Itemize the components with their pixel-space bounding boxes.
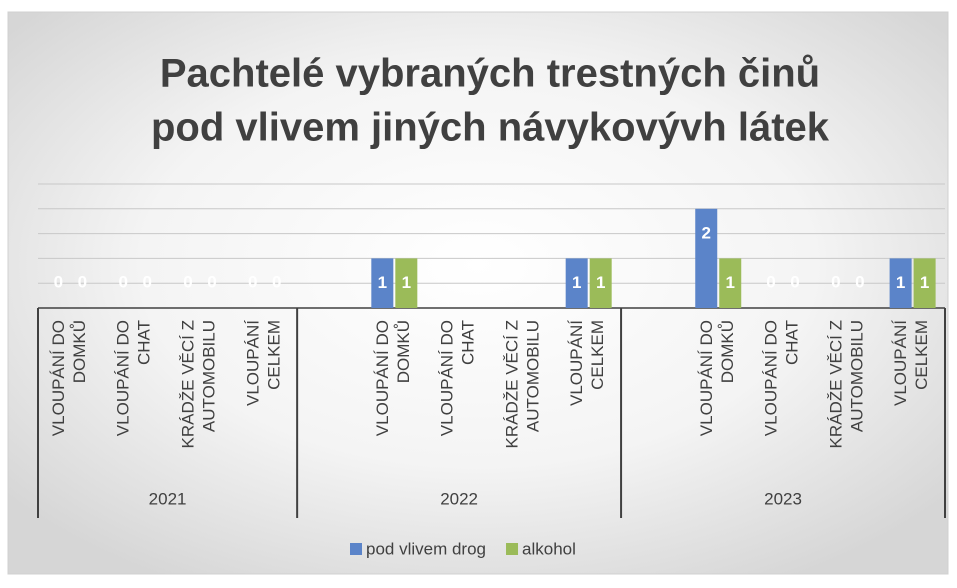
data-label: 1 — [378, 273, 387, 292]
legend-swatch — [350, 543, 362, 555]
group-label: 2022 — [440, 489, 478, 508]
x-tick-label: VLOUPÁNÍ DO CHAT — [438, 320, 478, 436]
data-label: 0 — [855, 272, 864, 291]
bar — [395, 258, 418, 308]
x-tick-label: VLOUPÁNÍ DO CHAT — [762, 320, 802, 436]
x-tick-label: VLOUPÁNÍ CELKEM — [244, 320, 284, 406]
data-label: 0 — [142, 272, 151, 291]
data-label: 1 — [726, 273, 735, 292]
bar — [589, 258, 612, 308]
bar — [565, 258, 588, 308]
x-tick-label: VLOUPÁNÍ DO CHAT — [114, 320, 154, 436]
chart-title: Pachtelé vybraných trestných činů — [160, 52, 820, 96]
data-label: 0 — [831, 272, 840, 291]
bar — [695, 208, 718, 308]
data-label: 1 — [402, 273, 411, 292]
data-label: 0 — [183, 272, 192, 291]
data-label: 2 — [702, 223, 711, 242]
data-label: 0 — [790, 272, 799, 291]
legend-label: alkohol — [522, 539, 576, 558]
legend-label: pod vlivem drog — [366, 539, 486, 558]
bar — [719, 258, 742, 308]
data-label: 0 — [207, 272, 216, 291]
bar — [371, 258, 394, 308]
data-label: 0 — [272, 272, 281, 291]
chart-background — [7, 11, 949, 575]
group-label: 2023 — [764, 489, 802, 508]
data-label: 1 — [896, 273, 905, 292]
data-label: 0 — [248, 272, 257, 291]
x-tick-label: KRÁDŽE VĚCÍ Z AUTOMOBILU — [503, 320, 543, 448]
data-label: 0 — [54, 272, 63, 291]
bar — [889, 258, 912, 308]
data-label: 0 — [118, 272, 127, 291]
chart-title: pod vlivem jiných návykovývh látek — [151, 106, 830, 150]
bar — [913, 258, 936, 308]
x-tick-label: VLOUPÁNÍ DO DOMKŮ — [697, 320, 737, 436]
x-tick-label: KRÁDŽE VĚCÍ Z AUTOMOBILU — [827, 320, 867, 448]
data-label: 1 — [596, 273, 605, 292]
data-label: 1 — [920, 273, 929, 292]
data-label: 1 — [572, 273, 581, 292]
group-label: 2021 — [149, 489, 187, 508]
legend-swatch — [506, 543, 519, 555]
data-label: 0 — [78, 272, 87, 291]
x-tick-label: VLOUPÁNÍ CELKEM — [892, 320, 932, 406]
x-tick-label: VLOUPÁNÍ DO DOMKŮ — [373, 320, 413, 436]
x-tick-label: VLOUPÁNÍ DO DOMKŮ — [49, 320, 89, 436]
x-tick-label: KRÁDŽE VĚCÍ Z AUTOMOBILU — [179, 320, 219, 448]
data-label: 0 — [766, 272, 775, 291]
x-tick-label: VLOUPÁNÍ CELKEM — [568, 320, 608, 406]
